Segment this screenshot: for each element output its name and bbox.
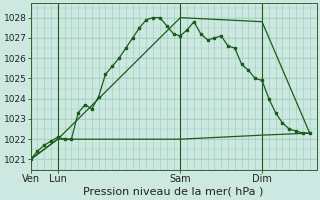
X-axis label: Pression niveau de la mer( hPa ): Pression niveau de la mer( hPa ) <box>83 187 264 197</box>
